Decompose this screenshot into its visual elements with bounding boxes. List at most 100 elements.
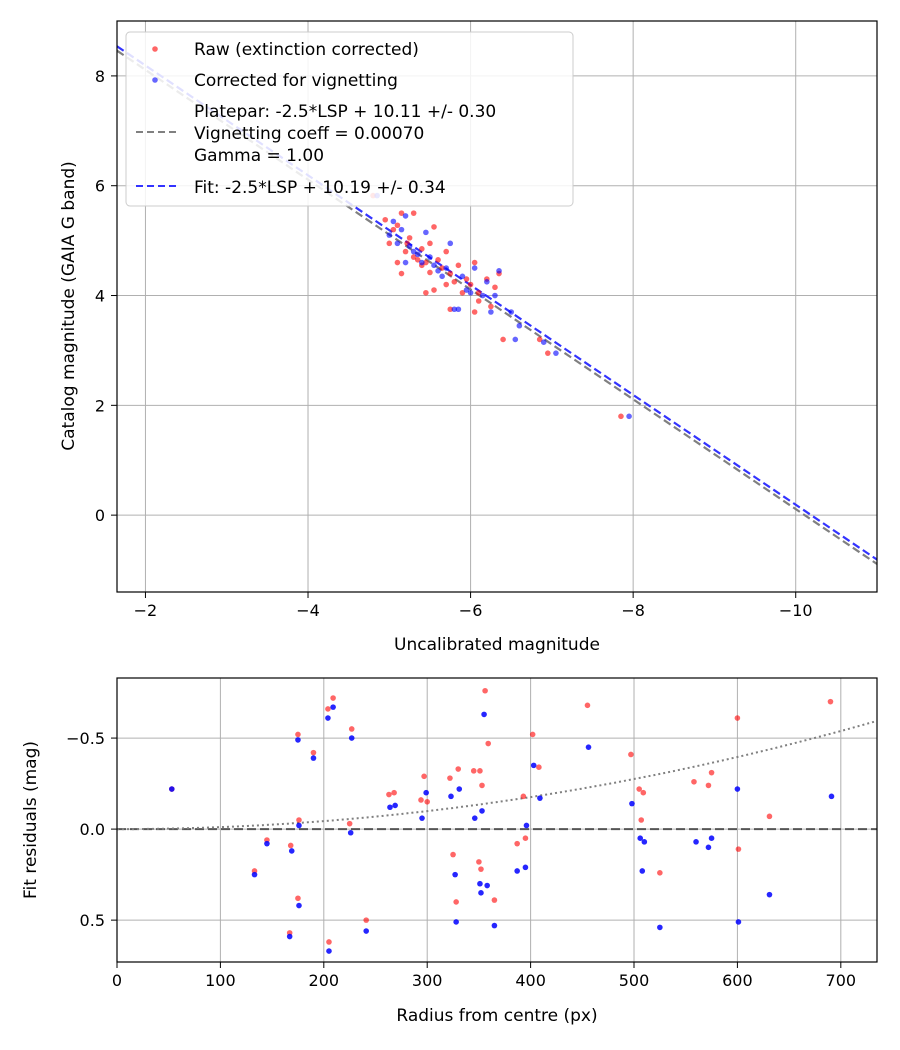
top-point-raw [394, 259, 401, 266]
bot-point-corrected [484, 882, 490, 889]
top-point-raw [463, 276, 470, 282]
top-point-corrected [431, 262, 437, 269]
top-point-raw [467, 281, 474, 288]
bot-point-corrected [735, 919, 742, 925]
bot-point-corrected [326, 948, 332, 954]
bot-point-corrected [387, 804, 393, 811]
bot-point-corrected [693, 839, 699, 845]
top-point-raw [431, 224, 437, 230]
bot-x-tick-label: 0 [112, 971, 122, 990]
bot-point-raw [640, 789, 647, 796]
residuals-ticks: 0 100 200 300 400 500 600 700 0.5 0.0 −0.5 [66, 729, 856, 990]
top-point-corrected [386, 232, 393, 238]
bot-point-raw [735, 846, 742, 852]
top-point-raw [475, 298, 482, 304]
bot-point-raw [295, 731, 301, 738]
top-point-raw [451, 278, 458, 285]
top-point-raw [536, 336, 543, 343]
bot-point-raw [536, 764, 542, 771]
bot-point-raw [734, 715, 741, 721]
top-point-raw [410, 254, 417, 260]
bot-point-raw [450, 851, 456, 858]
top-point-corrected [496, 268, 502, 274]
bot-point-corrected [423, 789, 429, 796]
bot-point-raw [705, 782, 712, 789]
bot-point-corrected [448, 793, 454, 800]
bot-point-raw [636, 786, 642, 792]
top-point-raw [406, 235, 413, 241]
top-point-corrected [463, 287, 470, 293]
top-point-corrected [435, 268, 441, 274]
top-point-corrected [488, 309, 494, 315]
bot-point-raw [310, 749, 317, 756]
top-point-raw [386, 240, 393, 247]
top-point-raw [390, 226, 397, 233]
top-point-corrected [443, 265, 449, 271]
top-point-corrected [471, 265, 478, 271]
top-point-raw [414, 257, 421, 263]
bot-point-raw [482, 687, 488, 694]
bot-point-raw [470, 768, 477, 774]
top-point-corrected [479, 292, 486, 299]
top-point-raw [471, 259, 478, 266]
top-point-raw [402, 248, 409, 255]
residuals-plot: 0 100 200 300 400 500 600 700 0.5 0.0 −0.5 Radius … [21, 677, 878, 1026]
top-point-corrected [540, 339, 547, 345]
bot-point-raw [514, 840, 520, 847]
top-point-raw [488, 303, 494, 310]
top-point-raw [423, 259, 429, 266]
top-point-raw [618, 413, 624, 420]
bot-point-corrected [657, 924, 663, 931]
fit-line-fit [117, 45, 877, 561]
bot-point-raw [421, 773, 427, 780]
bot-point-raw [447, 775, 453, 781]
top-point-corrected [390, 218, 397, 225]
top-point-raw [447, 306, 454, 313]
top-point-corrected [447, 240, 454, 247]
top-point-corrected [419, 259, 425, 266]
bot-point-corrected [828, 793, 835, 800]
fit-line-platepar [117, 49, 877, 565]
top-point-raw [398, 210, 405, 216]
top-point-corrected [484, 278, 490, 285]
bot-point-raw [827, 698, 834, 705]
top-point-corrected [508, 309, 515, 315]
top-point-raw [439, 265, 445, 271]
bot-point-raw [476, 859, 482, 865]
legend-platepar-label: Platepar: -2.5*LSP + 10.11 +/- 0.30 [194, 102, 496, 122]
bot-point-corrected [251, 871, 258, 878]
top-point-raw [382, 216, 389, 223]
bot-x-tick-label: 700 [826, 971, 857, 990]
top-point-raw [423, 289, 429, 296]
bot-point-raw [348, 726, 355, 732]
top-point-raw [443, 281, 449, 288]
top-y-tick-label: 8 [95, 67, 105, 86]
bot-point-raw [418, 797, 424, 803]
legend-fit-label: Fit: -2.5*LSP + 10.19 +/- 0.34 [194, 178, 446, 198]
bot-point-corrected [479, 808, 485, 814]
bot-y-tick-label: 0.0 [80, 820, 105, 839]
bot-point-raw [346, 820, 353, 827]
top-x-tick-label: −4 [296, 601, 320, 620]
top-point-raw [419, 246, 425, 252]
bot-point-corrected [637, 835, 644, 842]
bot-point-corrected [477, 880, 483, 887]
top-y-tick-label: 0 [95, 506, 105, 525]
calibration-x-axis-label: Uncalibrated magnitude [394, 635, 600, 655]
top-point-corrected [553, 350, 559, 356]
bot-point-raw [325, 706, 331, 712]
bot-point-corrected [264, 840, 270, 847]
bot-point-raw [478, 866, 484, 872]
bot-x-tick-label: 600 [722, 971, 753, 990]
bot-point-raw [766, 813, 773, 820]
bot-point-corrected [296, 822, 302, 829]
top-point-raw [427, 240, 433, 247]
calibration-points [370, 192, 632, 420]
bot-point-raw [477, 768, 483, 774]
bot-point-corrected [629, 800, 635, 807]
bot-point-corrected [734, 786, 741, 792]
top-point-corrected [414, 251, 421, 258]
legend-box [125, 31, 574, 207]
bot-point-corrected [641, 839, 648, 845]
bot-point-raw [391, 789, 397, 796]
